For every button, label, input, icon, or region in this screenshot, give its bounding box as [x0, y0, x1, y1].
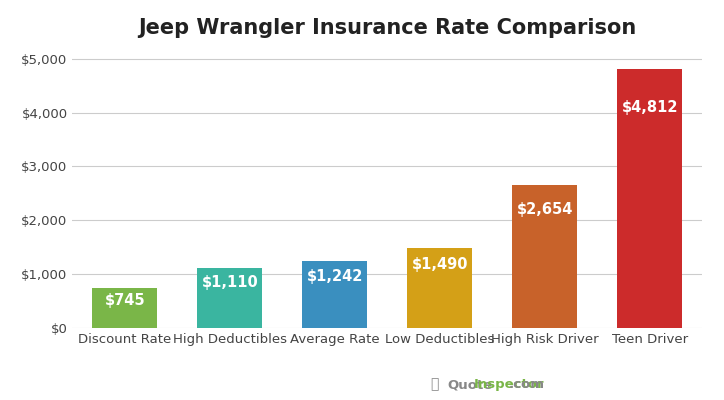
Bar	[93, 288, 157, 328]
Text: .com: .com	[509, 378, 545, 391]
Text: $2,654: $2,654	[517, 202, 573, 217]
Text: $1,110: $1,110	[201, 276, 258, 290]
Bar	[618, 69, 682, 328]
Text: Inspector: Inspector	[474, 378, 545, 391]
Title: Jeep Wrangler Insurance Rate Comparison: Jeep Wrangler Insurance Rate Comparison	[138, 18, 636, 38]
Text: Ⓢ: Ⓢ	[431, 377, 439, 391]
Bar	[198, 268, 262, 328]
Text: $1,490: $1,490	[411, 257, 468, 272]
Text: Quote: Quote	[447, 378, 492, 391]
Bar	[408, 248, 472, 328]
Text: $745: $745	[104, 293, 146, 308]
Bar	[513, 185, 577, 328]
Bar	[303, 261, 367, 328]
Text: $4,812: $4,812	[621, 100, 678, 115]
Text: $1,242: $1,242	[307, 269, 363, 284]
